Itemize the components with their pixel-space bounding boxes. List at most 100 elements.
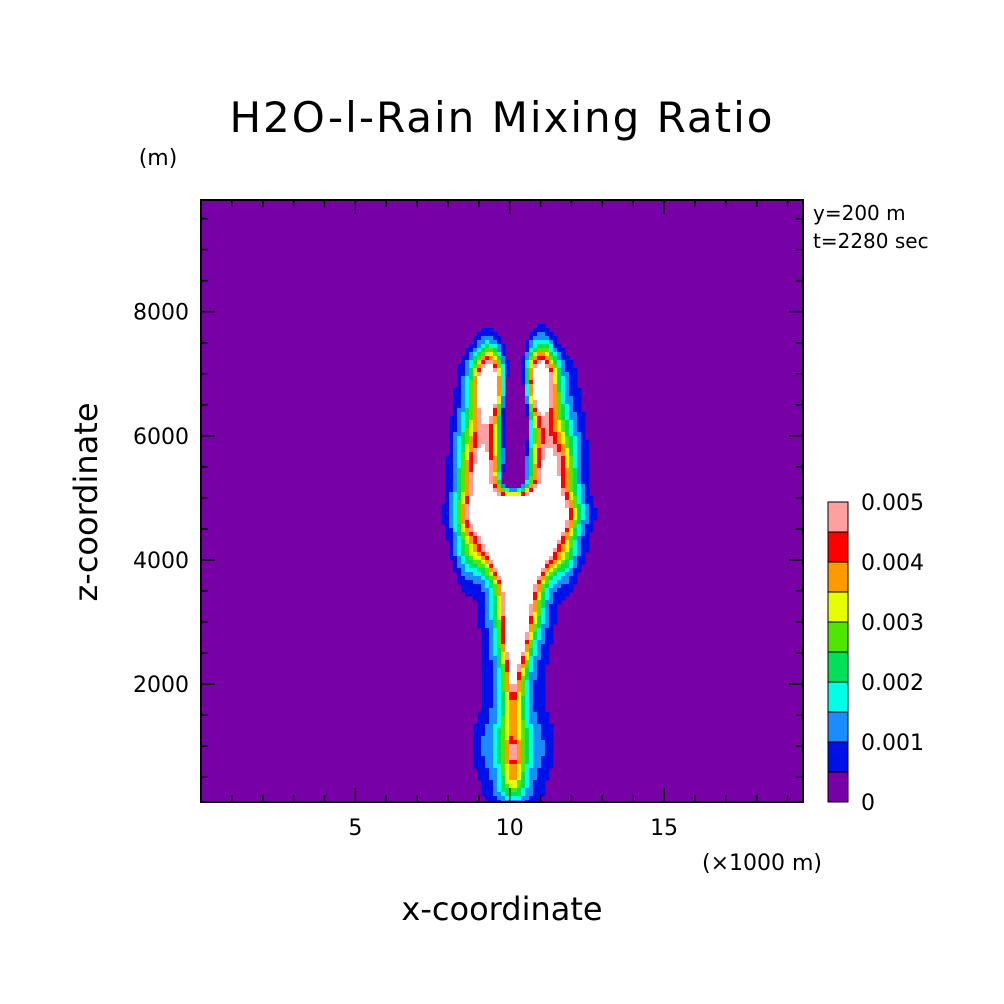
field-cell: [481, 564, 486, 569]
field-cell: [569, 460, 574, 465]
field-cell: [541, 456, 546, 461]
field-cell: [473, 444, 478, 449]
field-cell: [473, 336, 478, 341]
field-cell: [461, 536, 466, 541]
field-cell: [461, 372, 466, 377]
field-cell: [509, 620, 514, 625]
field-cell: [549, 420, 554, 425]
field-cell: [485, 472, 490, 477]
field-cell: [525, 748, 530, 753]
field-cell: [497, 768, 502, 773]
field-cell: [529, 724, 534, 729]
field-cell: [525, 588, 530, 593]
field-cell: [489, 336, 494, 341]
field-cell: [485, 648, 490, 653]
field-cell: [541, 360, 546, 365]
field-cell: [449, 444, 454, 449]
field-cell: [557, 564, 562, 569]
field-cell: [489, 756, 494, 761]
field-cell: [513, 768, 518, 773]
field-cell: [537, 500, 542, 505]
field-cell: [501, 764, 506, 769]
field-cell: [465, 504, 470, 509]
field-cell: [557, 512, 562, 517]
field-cell: [529, 576, 534, 581]
field-cell: [549, 560, 554, 565]
field-cell: [489, 384, 494, 389]
field-cell: [457, 492, 462, 497]
field-cell: [485, 760, 490, 765]
field-cell: [477, 440, 482, 445]
field-cell: [537, 728, 542, 733]
field-cell: [569, 556, 574, 561]
field-cell: [521, 484, 526, 489]
field-cell: [573, 520, 578, 525]
field-cell: [541, 408, 546, 413]
field-cell: [581, 532, 586, 537]
field-cell: [501, 780, 506, 785]
field-cell: [513, 492, 518, 497]
field-cell: [485, 468, 490, 473]
field-cell: [545, 592, 550, 597]
field-cell: [557, 588, 562, 593]
field-cell: [477, 536, 482, 541]
field-cell: [513, 776, 518, 781]
field-cell: [577, 520, 582, 525]
field-cell: [549, 436, 554, 441]
field-cell: [545, 452, 550, 457]
field-cell: [529, 656, 534, 661]
field-cell: [549, 484, 554, 489]
field-cell: [465, 480, 470, 485]
field-cell: [557, 500, 562, 505]
field-cell: [473, 760, 478, 765]
field-cell: [541, 328, 546, 333]
field-cell: [493, 688, 498, 693]
field-cell: [529, 492, 534, 497]
field-cell: [533, 532, 538, 537]
field-cell: [541, 696, 546, 701]
field-cell: [497, 544, 502, 549]
field-cell: [549, 440, 554, 445]
field-cell: [529, 668, 534, 673]
field-cell: [533, 348, 538, 353]
field-cell: [525, 376, 530, 381]
field-cell: [489, 360, 494, 365]
annotation-time: t=2280 sec: [813, 229, 929, 253]
field-cell: [529, 604, 534, 609]
field-cell: [517, 548, 522, 553]
field-cell: [493, 580, 498, 585]
field-cell: [485, 356, 490, 361]
field-cell: [485, 504, 490, 509]
field-cell: [493, 540, 498, 545]
field-cell: [517, 732, 522, 737]
field-cell: [469, 448, 474, 453]
field-cell: [501, 448, 506, 453]
field-cell: [557, 472, 562, 477]
field-cell: [481, 348, 486, 353]
field-cell: [541, 432, 546, 437]
field-cell: [505, 668, 510, 673]
field-cell: [553, 584, 558, 589]
field-cell: [517, 772, 522, 777]
field-cell: [501, 512, 506, 517]
field-cell: [501, 748, 506, 753]
field-cell: [569, 536, 574, 541]
field-cell: [533, 660, 538, 665]
field-cell: [549, 352, 554, 357]
field-cell: [569, 568, 574, 573]
field-cell: [569, 388, 574, 393]
field-cell: [545, 752, 550, 757]
field-cell: [541, 600, 546, 605]
field-cell: [453, 388, 458, 393]
field-cell: [465, 572, 470, 577]
field-cell: [501, 660, 506, 665]
field-cell: [549, 428, 554, 433]
field-cell: [545, 660, 550, 665]
field-cell: [469, 444, 474, 449]
field-cell: [517, 584, 522, 589]
field-cell: [513, 592, 518, 597]
field-cell: [549, 748, 554, 753]
field-cell: [473, 744, 478, 749]
field-cell: [493, 508, 498, 513]
field-cell: [505, 572, 510, 577]
